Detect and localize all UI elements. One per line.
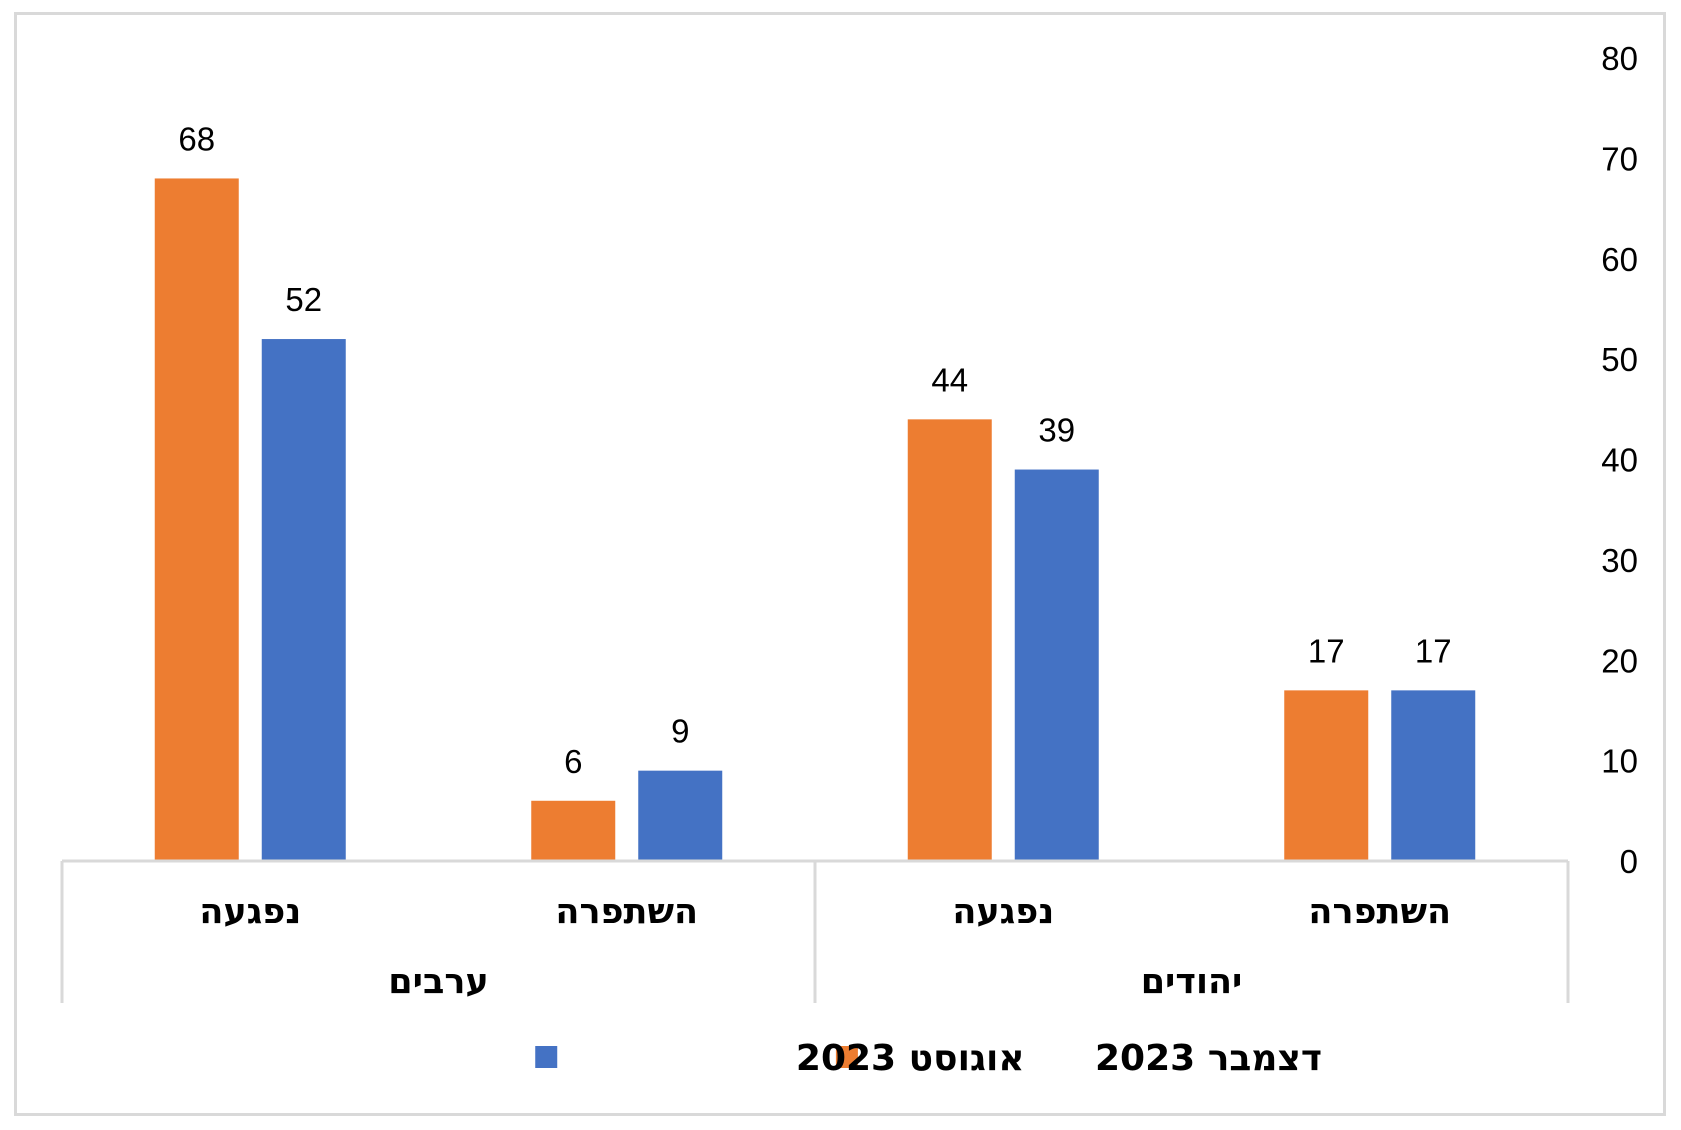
legend: דצמבר 2023 אוגוסט 2023: [535, 1038, 1322, 1079]
y-tick-label: 40: [1601, 442, 1638, 479]
y-tick-label: 20: [1601, 642, 1638, 679]
category-axis: נפגעה השתפרה נפגעה השתפרה ערבים יהודים: [60, 859, 1570, 1003]
data-label: 17: [1308, 632, 1345, 669]
data-label: 17: [1415, 632, 1452, 669]
bar-august-1: [638, 770, 723, 861]
bar-august-2: [1014, 469, 1099, 861]
y-tick-label: 50: [1601, 341, 1638, 378]
category-label: השתפרה: [1308, 892, 1451, 932]
data-label: 9: [671, 713, 689, 750]
legend-label: דצמבר 2023: [1095, 1038, 1322, 1079]
value-axis: 0 10 20 30 40 50 60 70 80: [1601, 40, 1638, 880]
group-label: יהודים: [1141, 962, 1243, 1002]
category-label: נפגעה: [199, 892, 301, 932]
bar-december-1: [531, 800, 616, 861]
y-tick-label: 0: [1620, 843, 1638, 880]
category-label: נפגעה: [952, 892, 1054, 932]
bar-december-3: [1284, 690, 1369, 861]
legend-swatch: [535, 1046, 558, 1068]
y-tick-label: 80: [1601, 40, 1638, 77]
bar-august-3: [1391, 690, 1476, 861]
data-label: 6: [564, 743, 582, 780]
data-labels-layer: 68 52 6 9 44 39 17 17: [178, 120, 1451, 779]
y-tick-label: 70: [1601, 140, 1638, 177]
data-label: 52: [285, 281, 322, 318]
group-label: ערבים: [388, 962, 488, 1002]
data-label: 44: [931, 361, 968, 398]
bar-august-0: [261, 339, 346, 861]
bars-layer: [154, 178, 1476, 861]
legend-label: אוגוסט 2023: [796, 1038, 1025, 1079]
bar-december-2: [907, 419, 992, 861]
y-tick-label: 30: [1601, 542, 1638, 579]
category-label: השתפרה: [555, 892, 698, 932]
y-tick-label: 60: [1601, 241, 1638, 278]
bar-december-0: [154, 178, 239, 861]
legend-swatch: [835, 1046, 858, 1068]
y-tick-label: 10: [1601, 743, 1638, 780]
data-label: 39: [1038, 412, 1075, 449]
data-label: 68: [178, 120, 215, 157]
